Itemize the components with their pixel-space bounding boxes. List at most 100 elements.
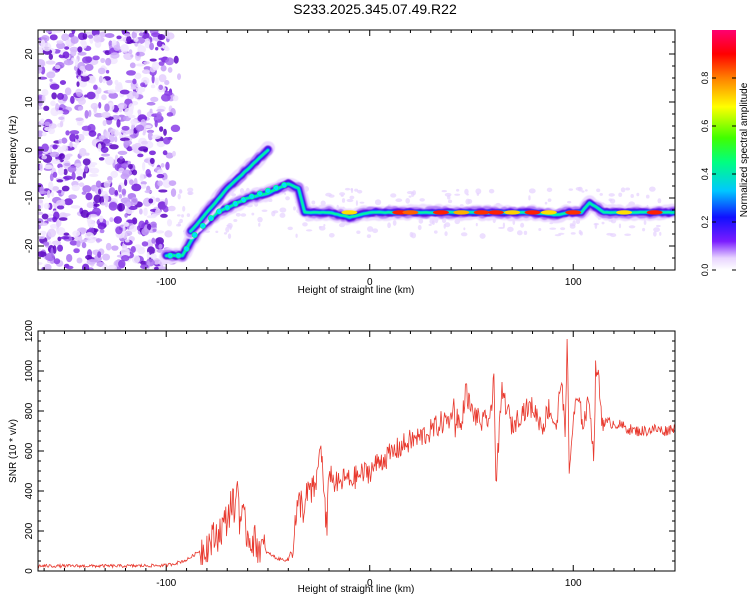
snr-series-line — [38, 338, 675, 569]
noise-speckle — [599, 192, 603, 196]
noise-speckle — [108, 134, 115, 143]
noise-speckle — [111, 245, 119, 251]
noise-speckle — [79, 65, 85, 71]
noise-speckle — [77, 133, 85, 142]
noise-speckle — [164, 197, 168, 206]
noise-speckle — [104, 131, 111, 139]
noise-speckle — [45, 30, 52, 34]
noise-speckle — [41, 131, 47, 137]
ridge-bead — [224, 204, 231, 211]
noise-speckle — [160, 163, 165, 168]
noise-speckle — [88, 227, 95, 234]
ridge-bead — [175, 252, 182, 259]
noise-speckle — [581, 190, 585, 193]
noise-speckle — [93, 203, 100, 207]
noise-speckle — [618, 223, 622, 229]
noise-speckle — [38, 211, 44, 216]
noise-speckle — [594, 223, 598, 229]
noise-speckle — [43, 241, 50, 246]
noise-speckle — [49, 173, 54, 182]
ridge-hotspot — [540, 210, 557, 215]
noise-speckle — [166, 112, 174, 117]
noise-speckle — [84, 110, 89, 119]
noise-speckle — [82, 33, 88, 40]
noise-speckle — [433, 230, 438, 234]
noise-speckle — [113, 44, 121, 51]
noise-speckle — [124, 239, 130, 243]
noise-speckle — [44, 164, 53, 170]
noise-speckle — [123, 140, 129, 149]
ridge-hotspot — [616, 210, 633, 215]
noise-speckle — [166, 219, 173, 227]
ridge-bead — [216, 208, 223, 215]
noise-speckle — [405, 198, 410, 204]
noise-speckle — [261, 209, 268, 213]
noise-speckle — [516, 230, 523, 236]
noise-speckle — [177, 214, 181, 217]
noise-speckle — [116, 35, 122, 40]
noise-speckle — [149, 150, 156, 156]
noise-speckle — [126, 219, 136, 224]
ridge-bead — [248, 193, 255, 200]
noise-speckle — [141, 241, 149, 247]
noise-speckle — [140, 260, 147, 266]
noise-speckle — [88, 75, 96, 84]
noise-speckle — [608, 219, 614, 222]
noise-speckle — [223, 232, 228, 235]
noise-speckle — [507, 226, 514, 232]
noise-speckle — [311, 200, 316, 205]
noise-speckle — [82, 171, 86, 179]
noise-speckle — [150, 84, 156, 89]
noise-speckle — [606, 232, 613, 236]
noise-speckle — [187, 192, 193, 196]
noise-speckle — [596, 188, 601, 193]
ridge-hotspot — [565, 210, 582, 215]
noise-speckle — [52, 144, 58, 150]
noise-speckle — [177, 221, 181, 227]
noise-speckle — [285, 196, 290, 201]
noise-speckle — [71, 184, 80, 192]
noise-speckle — [357, 189, 363, 194]
noise-speckle — [69, 141, 73, 148]
noise-speckle — [51, 185, 60, 192]
noise-speckle — [138, 146, 149, 152]
noise-speckle — [118, 104, 125, 110]
noise-speckle — [618, 192, 623, 197]
noise-speckle — [54, 64, 61, 70]
noise-speckle — [89, 167, 100, 174]
noise-speckle — [354, 188, 359, 192]
snr-ytick-label: 1200 — [24, 319, 35, 342]
noise-speckle — [123, 52, 134, 61]
noise-speckle — [61, 144, 67, 151]
noise-speckle — [156, 40, 163, 47]
noise-speckle — [80, 209, 90, 218]
noise-speckle — [227, 233, 232, 239]
noise-speckle — [45, 60, 56, 65]
noise-speckle — [81, 56, 92, 64]
noise-speckle — [147, 131, 153, 141]
noise-speckle — [441, 190, 447, 193]
noise-speckle — [124, 179, 128, 187]
noise-speckle — [111, 114, 120, 121]
ridge-hotspot — [524, 210, 541, 215]
noise-speckle — [139, 173, 144, 182]
noise-speckle — [44, 263, 52, 270]
noise-speckle — [374, 199, 382, 206]
noise-speckle — [608, 193, 615, 197]
noise-speckle — [50, 100, 56, 107]
noise-speckle — [38, 65, 43, 74]
noise-speckle — [71, 171, 76, 181]
noise-speckle — [150, 253, 157, 260]
noise-speckle — [104, 103, 110, 112]
noise-speckle — [93, 34, 102, 43]
noise-speckle — [146, 101, 156, 106]
noise-speckle — [134, 72, 142, 80]
noise-speckle — [160, 65, 167, 72]
noise-speckle — [97, 222, 106, 230]
noise-speckle — [479, 233, 486, 239]
noise-speckle — [78, 147, 87, 157]
noise-speckle — [65, 265, 74, 270]
noise-speckle — [61, 191, 65, 196]
colorbar-tick-label: 0.4 — [700, 168, 710, 181]
noise-speckle — [49, 34, 58, 41]
